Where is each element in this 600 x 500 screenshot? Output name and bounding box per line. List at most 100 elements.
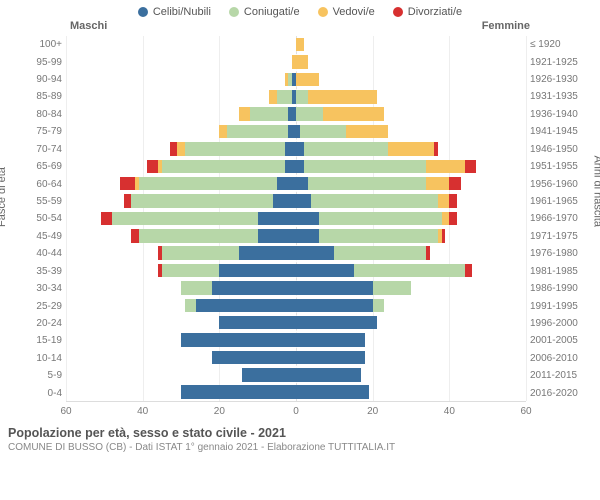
- bar-segment: [296, 333, 365, 347]
- legend-label: Divorziati/e: [408, 6, 462, 18]
- bar-segment: [296, 73, 319, 87]
- bar-segment: [181, 333, 296, 347]
- bar-segment: [242, 368, 296, 382]
- female-bar: [296, 192, 526, 209]
- bar-segment: [250, 107, 288, 121]
- male-bar: [66, 366, 296, 383]
- female-bar: [296, 210, 526, 227]
- birth-year-label: 1951-1955: [530, 158, 586, 175]
- bar-segment: [258, 229, 296, 243]
- bar-segment: [131, 229, 139, 243]
- bar-segment: [311, 194, 438, 208]
- chart-subtitle: COMUNE DI BUSSO (CB) - Dati ISTAT 1° gen…: [8, 442, 592, 453]
- bar-segment: [426, 160, 464, 174]
- bar-segment: [239, 107, 251, 121]
- male-bar: [66, 175, 296, 192]
- female-header: Femmine: [482, 20, 530, 32]
- bar-segment: [131, 194, 273, 208]
- age-band-label: 45-49: [18, 228, 62, 245]
- birth-year-label: 1936-1940: [530, 106, 586, 123]
- female-bar: [296, 175, 526, 192]
- bar-segment: [112, 212, 258, 226]
- chart-title: Popolazione per età, sesso e stato civil…: [8, 426, 592, 440]
- bar-row: [66, 384, 526, 401]
- male-bar: [66, 331, 296, 348]
- bar-segment: [273, 194, 296, 208]
- bar-segment: [120, 177, 135, 191]
- bar-segment: [185, 142, 285, 156]
- female-bar: [296, 349, 526, 366]
- birth-year-label: 1961-1965: [530, 193, 586, 210]
- bar-segment: [373, 299, 385, 313]
- bar-segment: [181, 281, 212, 295]
- male-bar: [66, 262, 296, 279]
- male-bar: [66, 314, 296, 331]
- birth-year-label: 1996-2000: [530, 315, 586, 332]
- bar-segment: [296, 368, 361, 382]
- age-band-label: 50-54: [18, 210, 62, 227]
- birth-year-label: 1986-1990: [530, 280, 586, 297]
- x-tick: 60: [60, 406, 71, 417]
- bar-segment: [334, 246, 426, 260]
- age-band-label: 25-29: [18, 297, 62, 314]
- bar-segment: [212, 281, 296, 295]
- bar-segment: [269, 90, 277, 104]
- bar-segment: [449, 212, 457, 226]
- chart-footer: Popolazione per età, sesso e stato civil…: [0, 422, 600, 453]
- bar-segment: [319, 212, 442, 226]
- male-bar: [66, 279, 296, 296]
- y-axis-label-left: Fasce di età: [0, 167, 8, 227]
- age-band-label: 85-89: [18, 88, 62, 105]
- male-bar: [66, 384, 296, 401]
- age-band-label: 0-4: [18, 384, 62, 401]
- bar-segment: [426, 177, 449, 191]
- female-bar: [296, 297, 526, 314]
- female-bar: [296, 262, 526, 279]
- bar-segment: [304, 142, 388, 156]
- bar-segment: [296, 194, 311, 208]
- bar-segment: [212, 351, 296, 365]
- bar-segment: [285, 142, 297, 156]
- bar-segment: [285, 160, 297, 174]
- bar-segment: [219, 125, 227, 139]
- age-band-label: 10-14: [18, 350, 62, 367]
- legend-item: Celibi/Nubili: [138, 6, 211, 18]
- bar-row: [66, 227, 526, 244]
- bar-segment: [101, 212, 113, 226]
- male-bar: [66, 88, 296, 105]
- birth-year-label: 2006-2010: [530, 350, 586, 367]
- male-bar: [66, 36, 296, 53]
- bar-row: [66, 279, 526, 296]
- female-bar: [296, 158, 526, 175]
- bar-segment: [296, 351, 365, 365]
- male-bar: [66, 106, 296, 123]
- birth-year-label: 1931-1935: [530, 88, 586, 105]
- bar-segment: [426, 246, 430, 260]
- bar-segment: [296, 299, 373, 313]
- legend-label: Celibi/Nubili: [153, 6, 211, 18]
- bar-segment: [139, 229, 258, 243]
- bar-segment: [308, 177, 427, 191]
- bar-segment: [304, 160, 427, 174]
- bar-segment: [296, 281, 373, 295]
- birth-year-labels: ≤ 19201921-19251926-19301931-19351936-19…: [526, 36, 586, 402]
- legend-label: Coniugati/e: [244, 6, 300, 18]
- bar-segment: [296, 246, 334, 260]
- age-band-label: 100+: [18, 36, 62, 53]
- bar-segment: [124, 194, 132, 208]
- birth-year-label: 2001-2005: [530, 332, 586, 349]
- bar-segment: [196, 299, 296, 313]
- bar-segment: [449, 177, 461, 191]
- female-bar: [296, 366, 526, 383]
- bar-segment: [296, 107, 323, 121]
- bar-row: [66, 36, 526, 53]
- birth-year-label: 1981-1985: [530, 262, 586, 279]
- bar-segment: [185, 299, 197, 313]
- male-bar: [66, 297, 296, 314]
- bar-row: [66, 175, 526, 192]
- bar-segment: [438, 194, 450, 208]
- age-band-label: 90-94: [18, 71, 62, 88]
- bar-segment: [219, 264, 296, 278]
- female-bar: [296, 36, 526, 53]
- bar-segment: [296, 160, 304, 174]
